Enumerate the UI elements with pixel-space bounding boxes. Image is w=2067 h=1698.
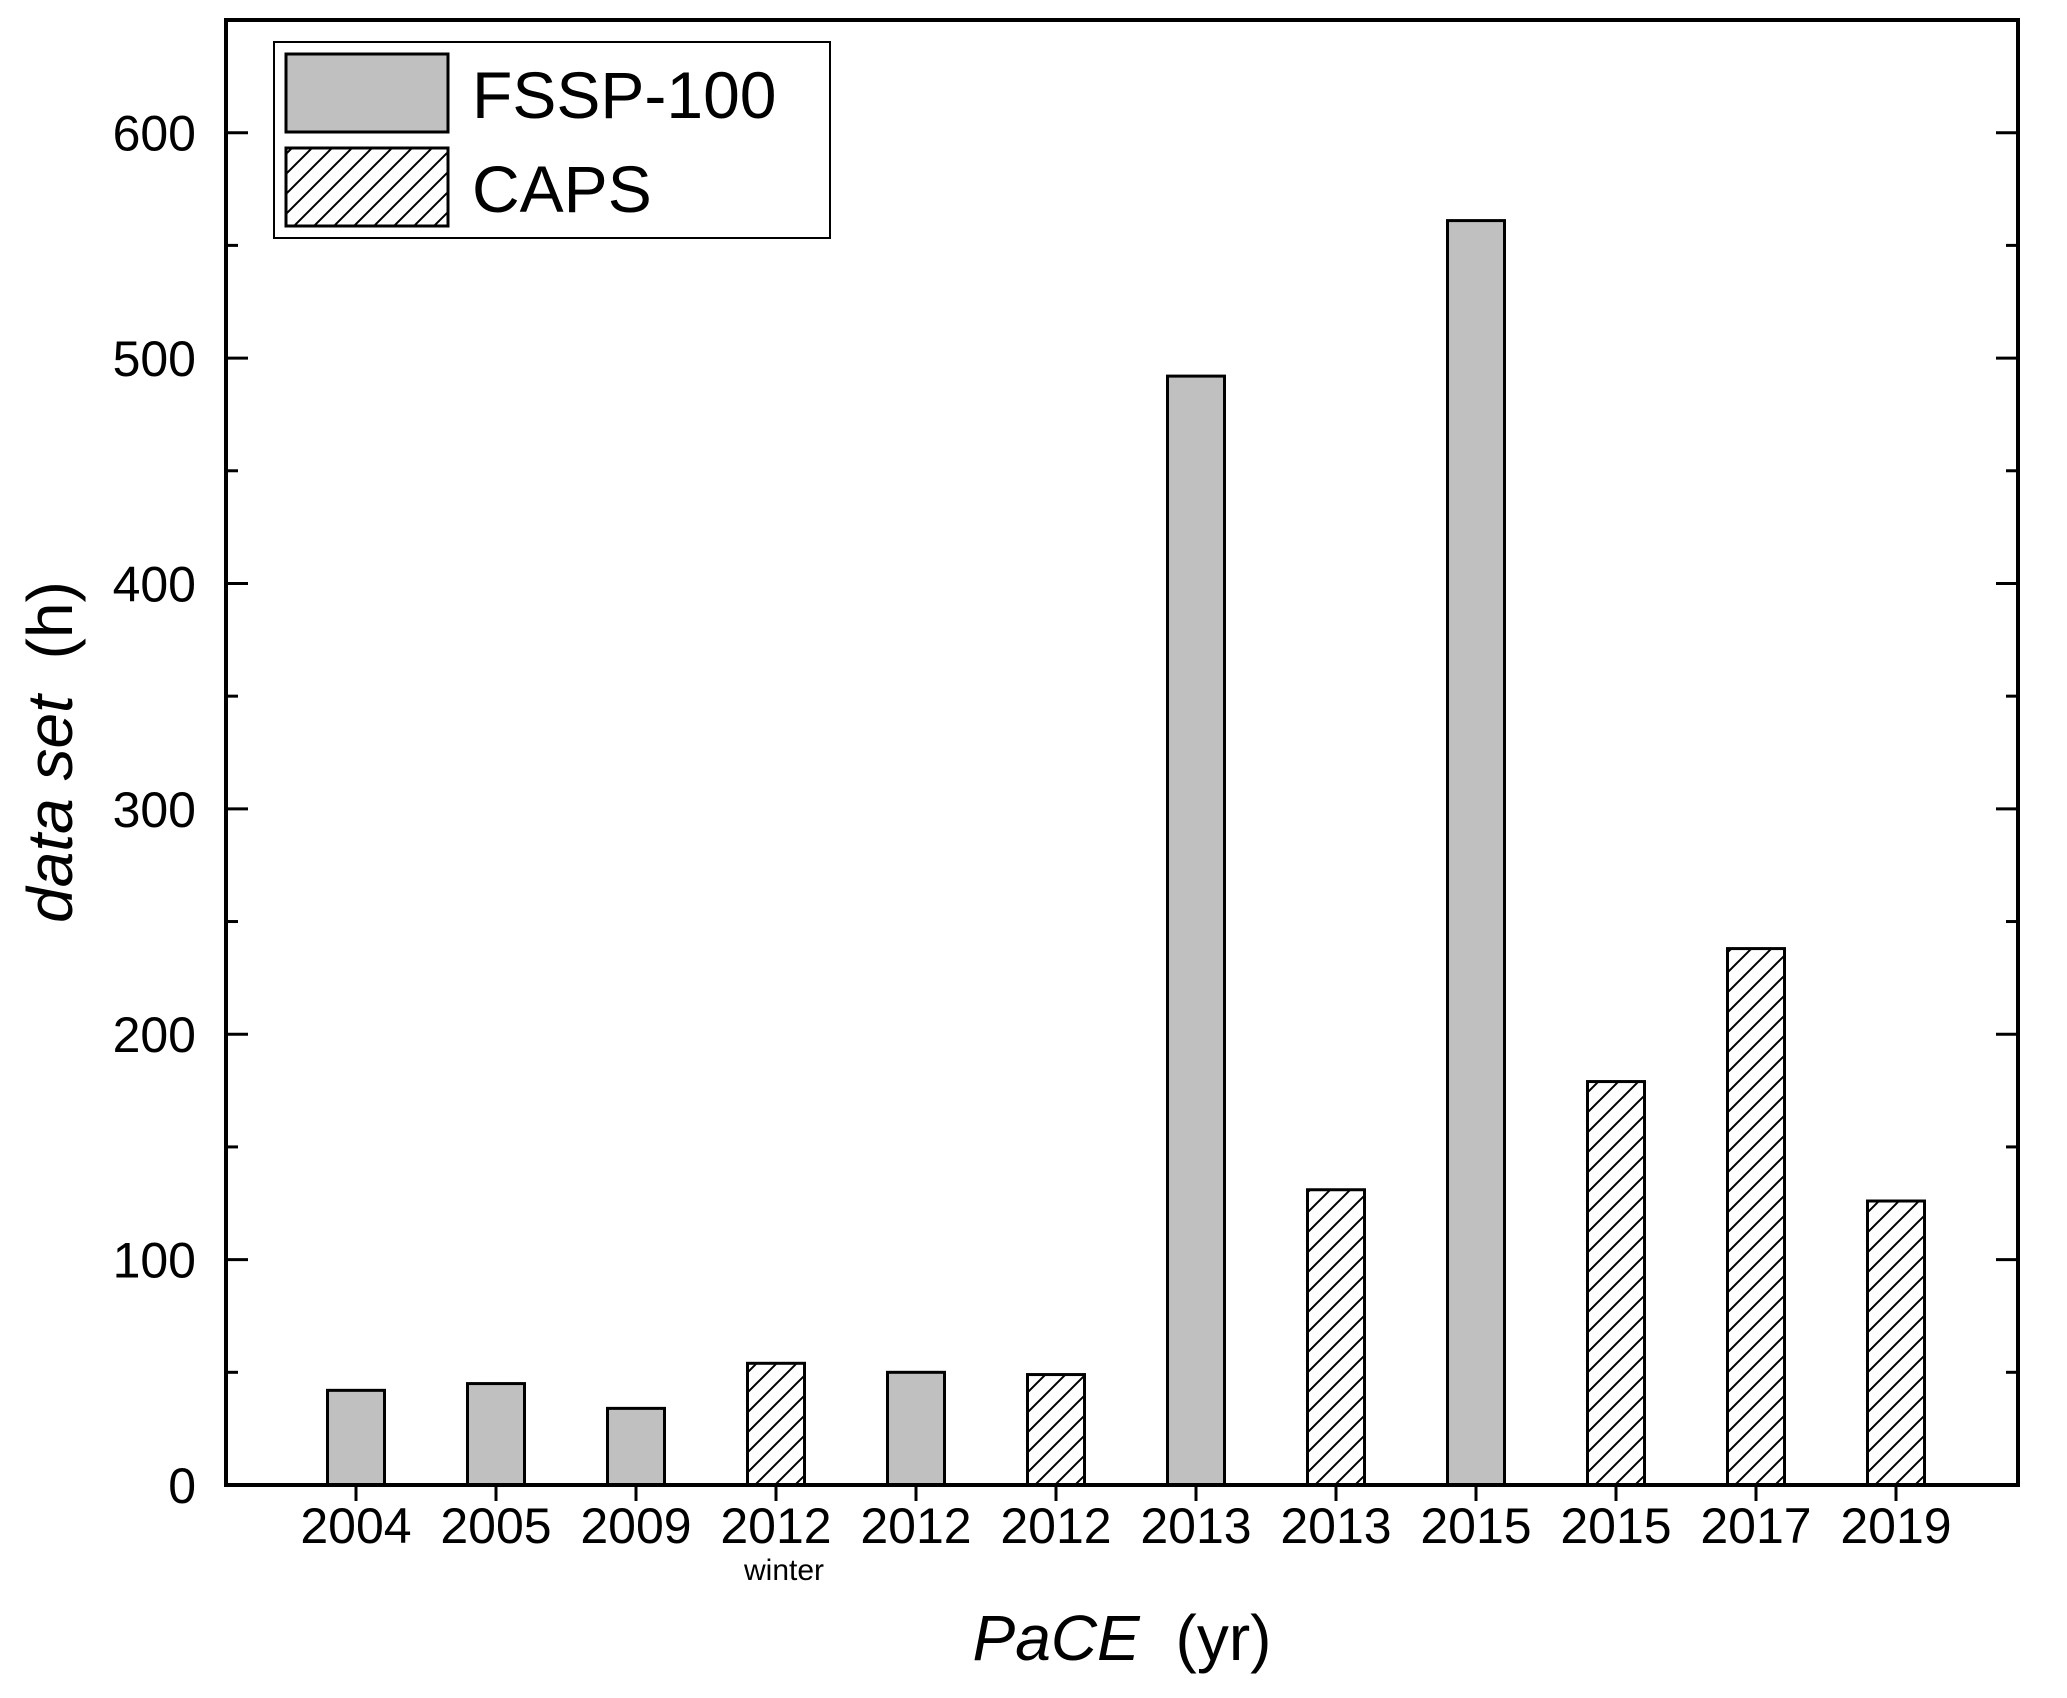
bar-fssp-100-2004 [326,1388,386,1487]
x-axis-title: PaCE (yr) [973,1602,1272,1674]
legend-swatch-caps [284,146,450,228]
x-category-label: 2005 [440,1498,551,1554]
x-category-label: 2017 [1700,1498,1811,1554]
x-category-label: 2012 [720,1498,831,1554]
y-axis-title-unit: (h) [14,581,86,659]
x-category-label: 2013 [1280,1498,1391,1554]
x-category-label: 2019 [1840,1498,1951,1554]
x-category-label: 2012 [1000,1498,1111,1554]
y-axis-title-italic: data set [14,693,86,923]
legend-label-caps: CAPS [472,152,652,226]
y-tick-label: 300 [113,782,196,838]
bar-caps-2015 [1586,1080,1646,1487]
y-tick-label: 200 [113,1007,196,1063]
bars-layer [326,219,1926,1487]
bar-fssp-100-2015 [1446,219,1506,1487]
bar-caps-2013 [1306,1188,1366,1487]
y-axis-title: data set (h) [14,581,86,923]
bar-fssp-100-2013 [1166,374,1226,1487]
bar-fssp-100-2005 [466,1382,526,1487]
legend-label-fssp-100: FSSP-100 [472,58,776,132]
bar-caps-2012 [1026,1373,1086,1487]
bar-caps-2012 [746,1361,806,1487]
x-category-sublabel: winter [743,1554,824,1587]
x-category-label: 2015 [1560,1498,1671,1554]
y-tick-label: 100 [113,1233,196,1289]
y-tick-label: 600 [113,106,196,162]
x-category-label: 2012 [860,1498,971,1554]
x-category-label: 2004 [300,1498,411,1554]
legend-swatch-fssp-100 [284,52,450,134]
bar-caps-2017 [1726,947,1786,1487]
plot-frame [224,18,2020,1487]
bar-fssp-100-2009 [606,1406,666,1487]
x-axis-title-unit: (yr) [1176,1602,1272,1674]
bar-caps-2019 [1866,1199,1926,1487]
y-tick-label: 400 [113,556,196,612]
bar-fssp-100-2012 [886,1370,946,1487]
x-axis-title-italic: PaCE [973,1602,1142,1674]
x-category-label: 2009 [580,1498,691,1554]
legend: FSSP-100 CAPS [273,41,831,239]
x-category-label: 2013 [1140,1498,1251,1554]
y-tick-label: 500 [113,331,196,387]
y-tick-label: 0 [168,1458,196,1514]
x-category-label: 2015 [1420,1498,1531,1554]
